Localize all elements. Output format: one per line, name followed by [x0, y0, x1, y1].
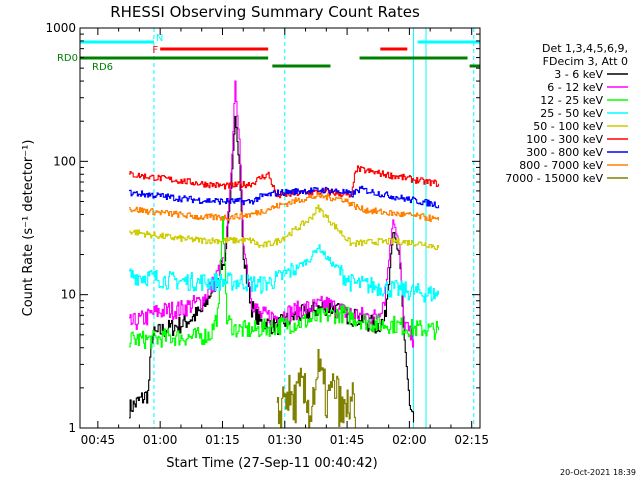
- x-tick-label-0045: 00:45: [81, 433, 116, 447]
- y-tick-label-1000: 1000: [45, 21, 76, 35]
- legend-label-25-50-kev: 25 - 50 keV: [540, 107, 603, 120]
- series-line-6-12-kev: [129, 80, 415, 348]
- chart-title: RHESSI Observing Summary Count Rates: [110, 3, 420, 21]
- series-layer: [129, 80, 440, 428]
- flag-label-n: N: [156, 33, 163, 44]
- y-tick-label-10: 10: [61, 288, 76, 302]
- x-axis-label: Start Time (27-Sep-11 00:40:42): [166, 456, 377, 471]
- series-line-300-800-kev: [129, 185, 440, 209]
- series-line-7000-15000-kev: [276, 349, 356, 428]
- legend-label-300-800-kev: 300 - 800 keV: [526, 146, 603, 159]
- legend: Det 1,3,4,5,6,9, FDecim 3, Att 0 3 - 6 k…: [505, 42, 628, 185]
- series-line-800-7000-kev: [129, 192, 440, 223]
- plot-frame: [79, 27, 481, 429]
- series-line-12-25-kev: [129, 215, 440, 349]
- legend-label-12-25-kev: 12 - 25 keV: [540, 94, 603, 107]
- legend-label-7000-15000-kev: 7000 - 15000 keV: [505, 172, 603, 185]
- x-tick-label-0100: 01:00: [143, 433, 178, 447]
- legend-label-6-12-kev: 6 - 12 keV: [547, 81, 603, 94]
- footer-timestamp: 20-Oct-2021 18:39: [560, 468, 636, 477]
- legend-label-800-7000-kev: 800 - 7000 keV: [519, 159, 603, 172]
- series-line-25-50-kev: [129, 244, 440, 303]
- vertical-marker-lines: [153, 28, 475, 428]
- x-tick-label-0115: 01:15: [205, 433, 240, 447]
- y-tick-label-1: 1: [68, 421, 76, 435]
- series-line-50-100-kev: [129, 204, 440, 250]
- legend-header-line-2: FDecim 3, Att 0: [543, 55, 628, 68]
- x-axis: 00:45 01:00 01:15 01:30 01:45 02:00 02:15: [81, 28, 489, 447]
- y-axis-label: Count Rate (s⁻¹ detector⁻¹): [21, 140, 36, 317]
- legend-label-50-100-kev: 50 - 100 keV: [533, 120, 603, 133]
- flag-label-rd6: RD6: [92, 62, 113, 73]
- flag-label-f: F: [152, 45, 158, 56]
- legend-label-100-300-kev: 100 - 300 keV: [526, 133, 603, 146]
- legend-label-3-6-kev: 3 - 6 keV: [554, 68, 603, 81]
- x-tick-label-0145: 01:45: [330, 433, 365, 447]
- y-axis: 1 10 100 1000: [45, 21, 480, 435]
- flag-bars: NF RD0 RD6: [57, 33, 480, 73]
- y-tick-label-100: 100: [53, 154, 76, 168]
- x-tick-label-0200: 02:00: [392, 433, 427, 447]
- legend-header-line-1: Det 1,3,4,5,6,9,: [542, 42, 628, 55]
- flag-label-rd0: RD0: [57, 53, 78, 64]
- x-tick-label-0130: 01:30: [267, 433, 302, 447]
- series-line-100-300-kev: [129, 165, 440, 199]
- x-tick-label-0215: 02:15: [454, 433, 489, 447]
